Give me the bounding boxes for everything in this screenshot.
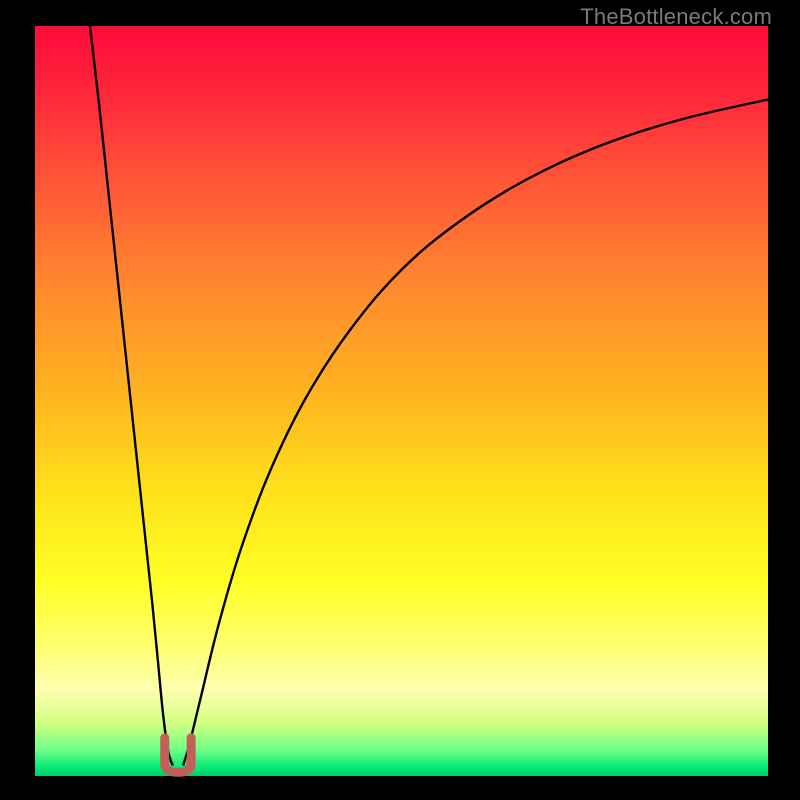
curves-layer	[35, 26, 768, 776]
right-curve-path	[183, 100, 768, 766]
chart-stage: TheBottleneck.com	[0, 0, 800, 800]
left-curve-path	[90, 26, 173, 766]
watermark-text: TheBottleneck.com	[580, 4, 772, 30]
u-marker	[165, 738, 191, 773]
plot-area	[35, 26, 768, 776]
